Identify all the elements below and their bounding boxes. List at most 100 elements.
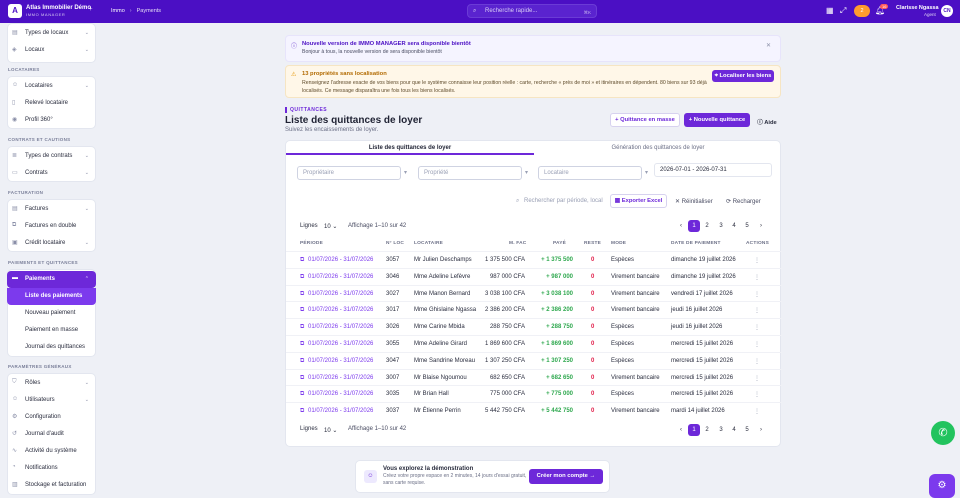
sidebar-item-paiements[interactable]: ▬ Paiements ⌃ [7,271,96,288]
sidebar-item-factures[interactable]: ▤ Factures ⌄ [7,201,96,218]
sidebar-item-roles[interactable]: ⛉ Rôles ⌄ [7,375,96,392]
page-1[interactable]: 1 [688,220,700,232]
rows-per-page-select[interactable]: 10 ⌄ [324,427,337,434]
create-account-button[interactable]: Créer mon compte → [529,469,603,484]
table-row[interactable]: ⧉ 01/07/2026 - 31/07/2026 3026 Mme Carine … [286,318,782,335]
sidebar-item-utilisateurs[interactable]: ☺ Utilisateurs ⌄ [7,392,96,409]
close-icon[interactable]: ✕ [765,43,771,49]
page-2[interactable]: 2 [705,223,709,229]
more-actions-icon[interactable]: ⋮ [754,375,760,382]
expand-icon[interactable]: ⤢ [840,6,847,15]
avatar[interactable]: CN [941,5,953,17]
page-1[interactable]: 1 [688,424,700,436]
sidebar-item-locaux[interactable]: ◈ Locaux ⌄ [7,42,96,59]
rows-per-page-select[interactable]: 10 ⌄ [324,223,337,230]
sidebar-item-liste-paiements[interactable]: Liste des paiements [7,288,96,305]
localize-button[interactable]: ⌖ Localiser les biens [712,70,774,82]
col-date[interactable]: DATE DE PAIEMENT [671,241,721,246]
next-page-icon[interactable]: › [760,427,762,433]
period-link[interactable]: 01/07/2026 - 31/07/2026 [308,357,374,364]
sidebar-item-types-contrats[interactable]: ≣ Types de contrats ⌄ [7,148,96,165]
table-row[interactable]: ⧉ 01/07/2026 - 31/07/2026 3047 Mme Sandrin… [286,351,782,369]
next-page-icon[interactable]: › [760,223,762,229]
bulk-receipt-button[interactable]: + Quittance en masse [610,113,680,127]
sidebar-item-contrats[interactable]: ▭ Contrats ⌄ [7,165,96,182]
tab-generation[interactable]: Génération des quittances de loyer [611,145,705,151]
more-actions-icon[interactable]: ⋮ [754,291,760,298]
sidebar-item-configuration[interactable]: ⚙ Configuration [7,409,96,426]
more-actions-icon[interactable]: ⋮ [754,308,760,315]
more-actions-icon[interactable]: ⋮ [754,274,760,281]
sidebar-item-credit[interactable]: ▣ Crédit locataire ⌄ [7,235,96,252]
sidebar-item-releve[interactable]: ▯ Relevé locataire [7,95,96,112]
date-range-input[interactable]: 2026-07-01 - 2026-07-31 [654,163,772,177]
col-reste[interactable]: RESTE [584,241,601,246]
more-actions-icon[interactable]: ⋮ [754,392,760,399]
period-link[interactable]: 01/07/2026 - 31/07/2026 [308,374,374,381]
table-row[interactable]: ⧉ 01/07/2026 - 31/07/2026 3055 Mme Adeline… [286,335,782,352]
sidebar-item-stockage[interactable]: ▥ Stockage et facturation [7,477,96,494]
reset-button[interactable]: ✕ Réinitialiser [675,198,713,205]
table-row[interactable]: ⧉ 01/07/2026 - 31/07/2026 3007 Mr Blaise N… [286,368,782,386]
table-row[interactable]: ⧉ 01/07/2026 - 31/07/2026 3017 Mme Ghislai… [286,301,782,318]
period-search-input[interactable]: ⌕ Rechercher par période, local [511,194,606,208]
page-3[interactable]: 3 [719,223,723,229]
points-badge[interactable]: 2 [854,5,870,17]
period-link[interactable]: 01/07/2026 - 31/07/2026 [308,273,374,280]
sidebar-item-nouveau-paiement[interactable]: Nouveau paiement [7,305,96,322]
whatsapp-icon[interactable]: ✆ [931,421,955,445]
reload-button[interactable]: ⟳ Recharger [726,198,761,205]
table-row[interactable]: ⧉ 01/07/2026 - 31/07/2026 3037 Mr Étienne … [286,402,782,419]
col-paye[interactable]: PAYÉ [553,241,567,246]
period-link[interactable]: 01/07/2026 - 31/07/2026 [308,391,374,398]
grid-icon[interactable]: ▦ [826,6,834,15]
sidebar-item-activite[interactable]: ∿ Activité du système [7,443,96,460]
property-select[interactable]: Propriété [418,166,522,180]
sidebar-item-notifications[interactable]: ◔ Notifications [7,460,96,477]
more-actions-icon[interactable]: ⋮ [754,325,760,332]
more-actions-icon[interactable]: ⋮ [754,258,760,264]
period-link[interactable]: 01/07/2026 - 31/07/2026 [308,341,374,347]
more-actions-icon[interactable]: ⋮ [754,358,760,365]
period-link[interactable]: 01/07/2026 - 31/07/2026 [308,408,374,415]
table-row[interactable]: ⧉ 01/07/2026 - 31/07/2026 3035 Mr Brian Ha… [286,385,782,402]
period-link[interactable]: 01/07/2026 - 31/07/2026 [308,290,374,297]
add-icon[interactable]: + [89,7,93,13]
gear-icon[interactable]: ⚙ [929,474,955,498]
app-logo[interactable]: A [8,4,22,18]
period-link[interactable]: 01/07/2026 - 31/07/2026 [308,324,374,331]
sidebar-item-types-locaux[interactable]: ▤ Types de locaux ⌄ [7,25,96,42]
export-excel-button[interactable]: ▦ Exporter Excel [610,194,667,208]
table-row[interactable]: ⧉ 01/07/2026 - 31/07/2026 3027 Mme Manon B… [286,284,782,302]
prev-page-icon[interactable]: ‹ [680,223,682,229]
col-fac[interactable]: M. FAC [509,241,527,246]
page-2[interactable]: 2 [705,427,709,433]
more-actions-icon[interactable]: ⋮ [754,409,760,416]
col-locataire[interactable]: LOCATAIRE [414,241,444,246]
help-button[interactable]: ⓘ Aide [757,117,777,126]
page-4[interactable]: 4 [732,427,736,433]
tenant-select[interactable]: Locataire [538,166,642,180]
new-receipt-button[interactable]: + Nouvelle quittance [684,113,750,127]
table-row[interactable]: ⧉ 01/07/2026 - 31/07/2026 3057 Mr Julien D… [286,251,782,268]
sidebar-item-paiement-masse[interactable]: Paiement en masse [7,322,96,339]
sidebar-item-profil[interactable]: ◉ Profil 360° [7,112,96,129]
col-mode[interactable]: MODE [611,241,627,246]
sidebar-item-locataires[interactable]: ☺ Locataires ⌄ [7,78,96,95]
page-5[interactable]: 5 [745,427,749,433]
col-periode[interactable]: PÉRIODE [300,241,323,246]
tab-liste[interactable]: Liste des quittances de loyer [286,141,534,155]
bell-icon[interactable]: 🔔︎ [875,6,886,15]
prev-page-icon[interactable]: ‹ [680,427,682,433]
more-actions-icon[interactable]: ⋮ [754,342,760,348]
sidebar-item-audit[interactable]: ↺ Journal d'audit [7,426,96,443]
table-row[interactable]: ⧉ 01/07/2026 - 31/07/2026 3046 Mme Adeline… [286,267,782,285]
breadcrumb-item[interactable]: Immo [111,8,125,14]
sidebar-item-factures-double[interactable]: ⧉ Factures en double [7,218,96,235]
search-input[interactable]: ⌕ Recherche rapide... ⌘K [467,4,597,18]
user-name[interactable]: Clarisse Ngassa [896,5,939,11]
owner-select[interactable]: Propriétaire [297,166,401,180]
page-3[interactable]: 3 [719,427,723,433]
col-loc[interactable]: N° LOC [386,241,405,246]
period-link[interactable]: 01/07/2026 - 31/07/2026 [308,257,374,263]
